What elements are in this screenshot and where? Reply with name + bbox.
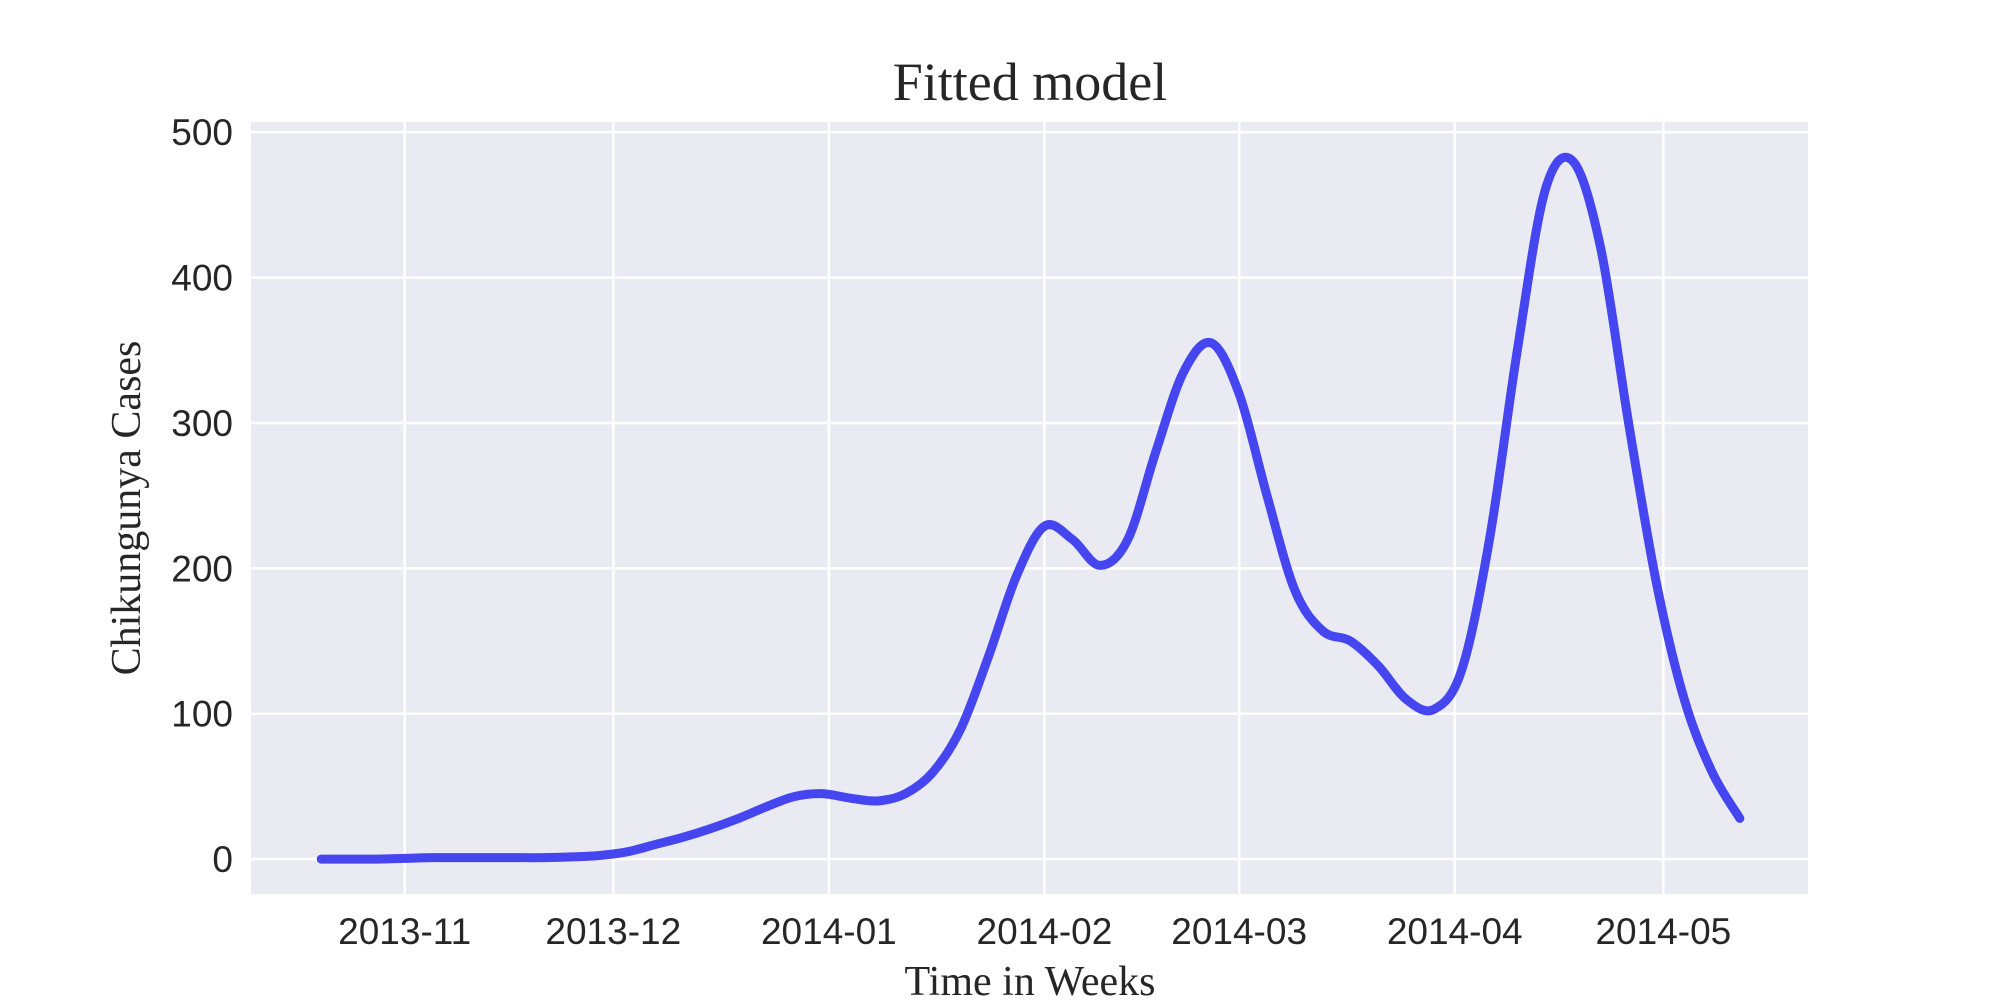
line-series <box>316 152 1745 864</box>
x-tick-label: 2014-02 <box>977 911 1113 952</box>
x-axis-label: Time in Weeks <box>905 959 1156 1000</box>
x-tick-label: 2013-11 <box>338 911 471 952</box>
x-tick-label: 2014-01 <box>761 911 897 952</box>
y-tick-label: 0 <box>212 839 233 880</box>
x-tick-label: 2014-05 <box>1595 911 1731 952</box>
chart-title: Fitted model <box>893 52 1167 112</box>
y-tick-label: 400 <box>171 258 233 299</box>
y-tick-label: 200 <box>171 548 233 589</box>
y-axis-label: Chikungunya Cases <box>104 341 150 676</box>
grid <box>251 122 1808 894</box>
plot-area <box>251 122 1808 894</box>
x-tick-label: 2014-03 <box>1171 911 1307 952</box>
y-tick-label: 100 <box>171 694 233 735</box>
x-tick-label: 2014-04 <box>1387 911 1523 952</box>
y-tick-label: 500 <box>171 112 233 153</box>
marks <box>316 152 1745 864</box>
x-tick-label: 2013-12 <box>545 911 681 952</box>
y-tick-label: 300 <box>171 403 233 444</box>
